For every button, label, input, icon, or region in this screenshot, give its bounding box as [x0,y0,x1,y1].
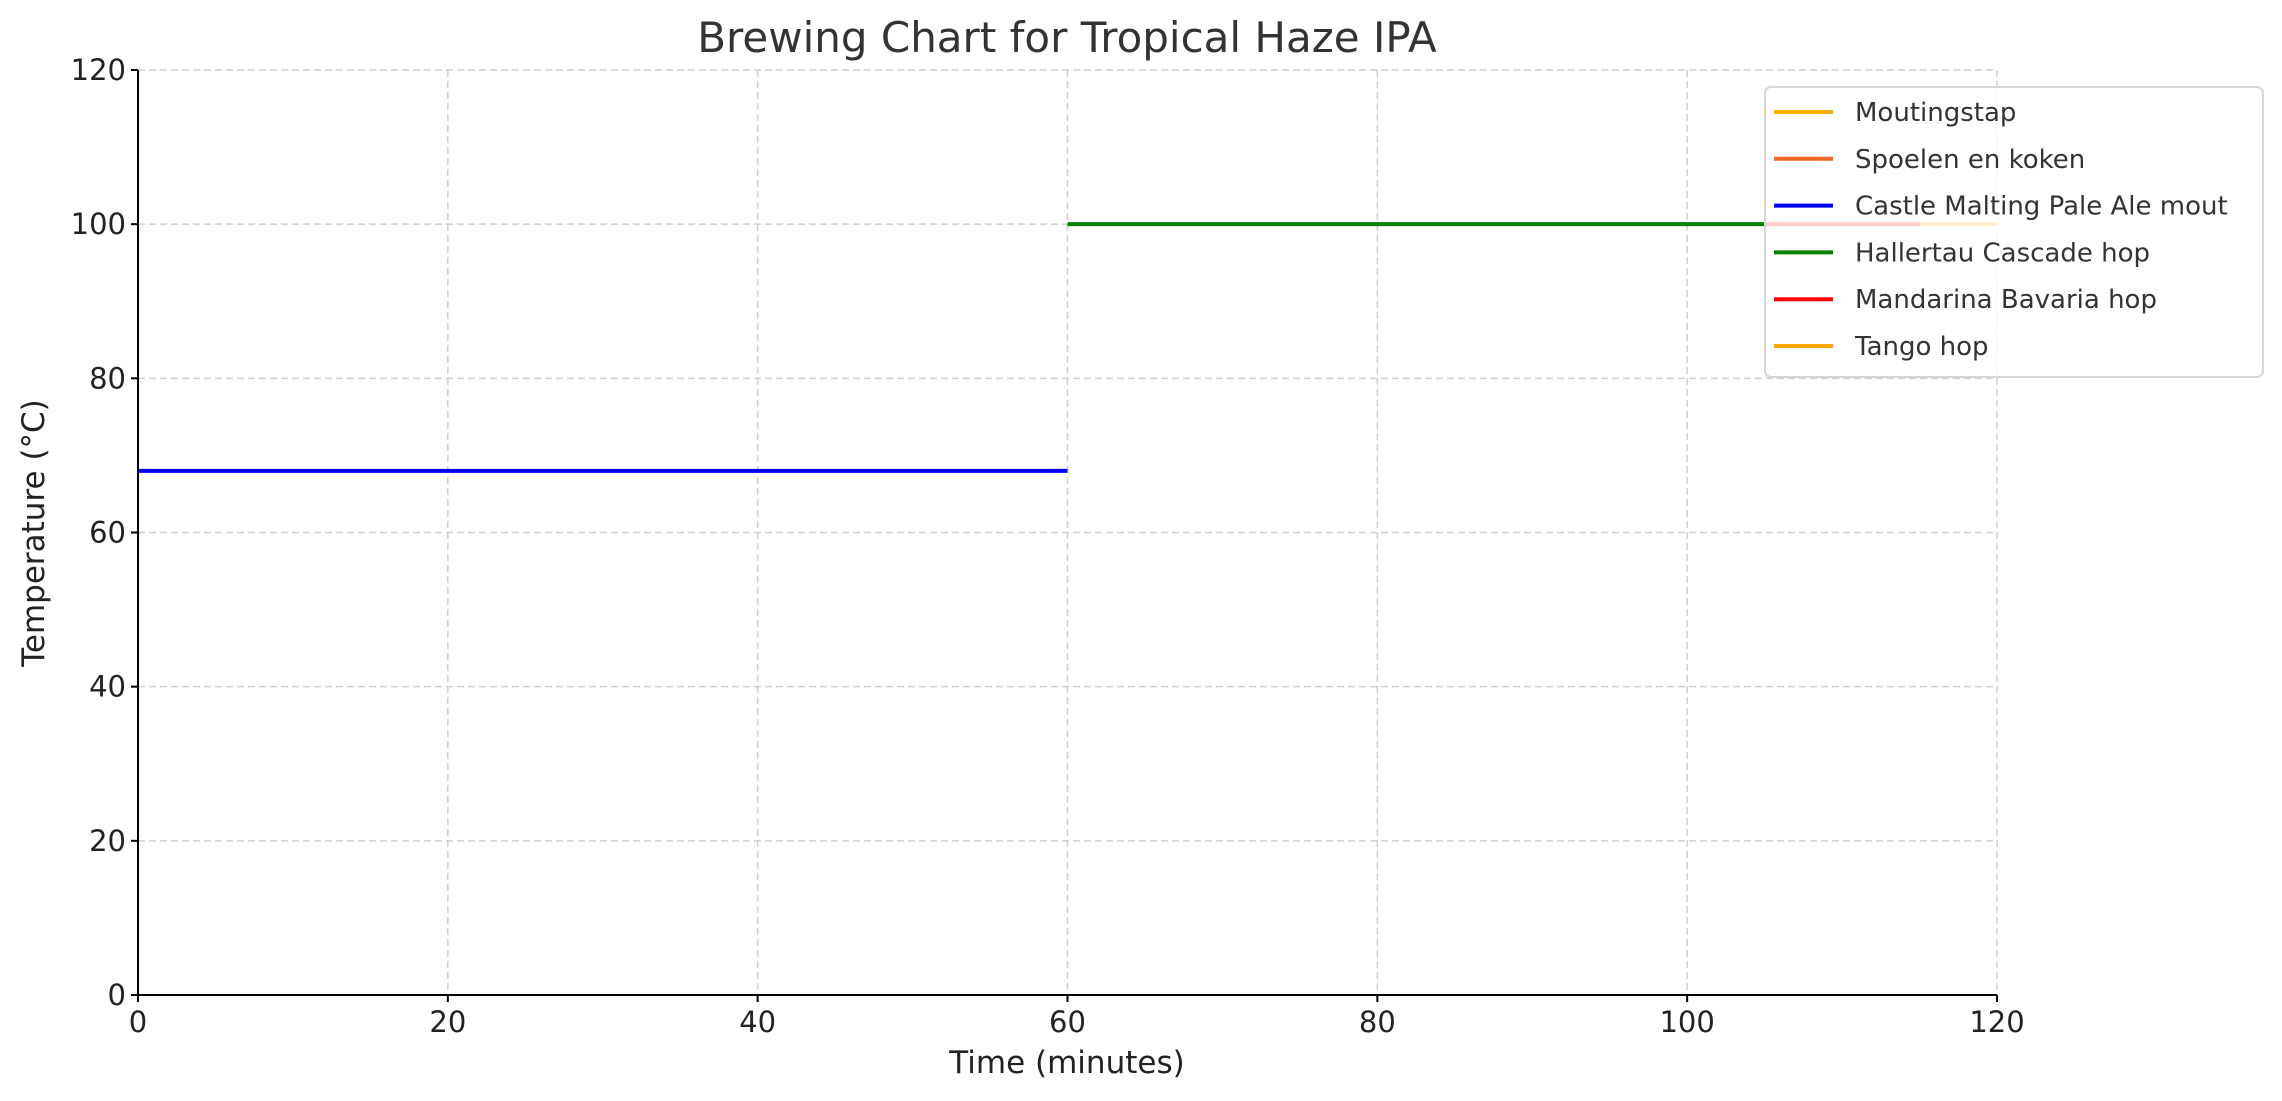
y-axis-label: Temperature (°C) [16,399,52,668]
y-tick-label: 100 [71,207,126,241]
y-tick-label: 20 [89,824,126,858]
legend-box [1764,86,2264,378]
chart-title: Brewing Chart for Tropical Haze IPA [697,13,1437,62]
x-tick-label: 0 [129,1005,147,1039]
legend-item: Tango hop [1774,332,1989,362]
legend-item: Moutingstap [1774,98,2016,128]
tick-labels: 0 20 40 60 80 100 120 0 20 40 60 80 100 120 [71,53,2025,1039]
x-tick-label: 100 [1659,1005,1714,1039]
legend-label: Tango hop [1854,332,1989,362]
legend: Moutingstap Spoelen en koken Castle Maltin… [1764,86,2264,378]
legend-label: Castle Malting Pale Ale mout [1855,192,2228,222]
x-tick-label: 20 [429,1005,466,1039]
legend-item: Spoelen en koken [1774,145,2085,175]
x-tick-label: 80 [1359,1005,1396,1039]
y-tick-label: 0 [108,978,126,1012]
legend-label: Mandarina Bavaria hop [1855,285,2157,315]
y-tick-label: 80 [89,361,126,395]
y-tick-label: 120 [71,53,126,87]
x-tick-label: 40 [739,1005,776,1039]
y-tick-label: 40 [89,670,126,704]
x-axis-label: Time (minutes) [948,1045,1184,1081]
legend-item: Mandarina Bavaria hop [1774,285,2157,315]
grid [137,69,1998,996]
axes [131,69,1998,1002]
x-tick-label: 60 [1049,1005,1086,1039]
legend-item: Hallertau Cascade hop [1774,238,2150,268]
x-tick-label: 120 [1969,1005,2024,1039]
legend-label: Moutingstap [1855,98,2016,128]
legend-label: Hallertau Cascade hop [1855,238,2150,268]
legend-label: Spoelen en koken [1855,145,2085,175]
legend-item: Castle Malting Pale Ale mout [1774,192,2228,222]
y-tick-label: 60 [89,516,126,550]
